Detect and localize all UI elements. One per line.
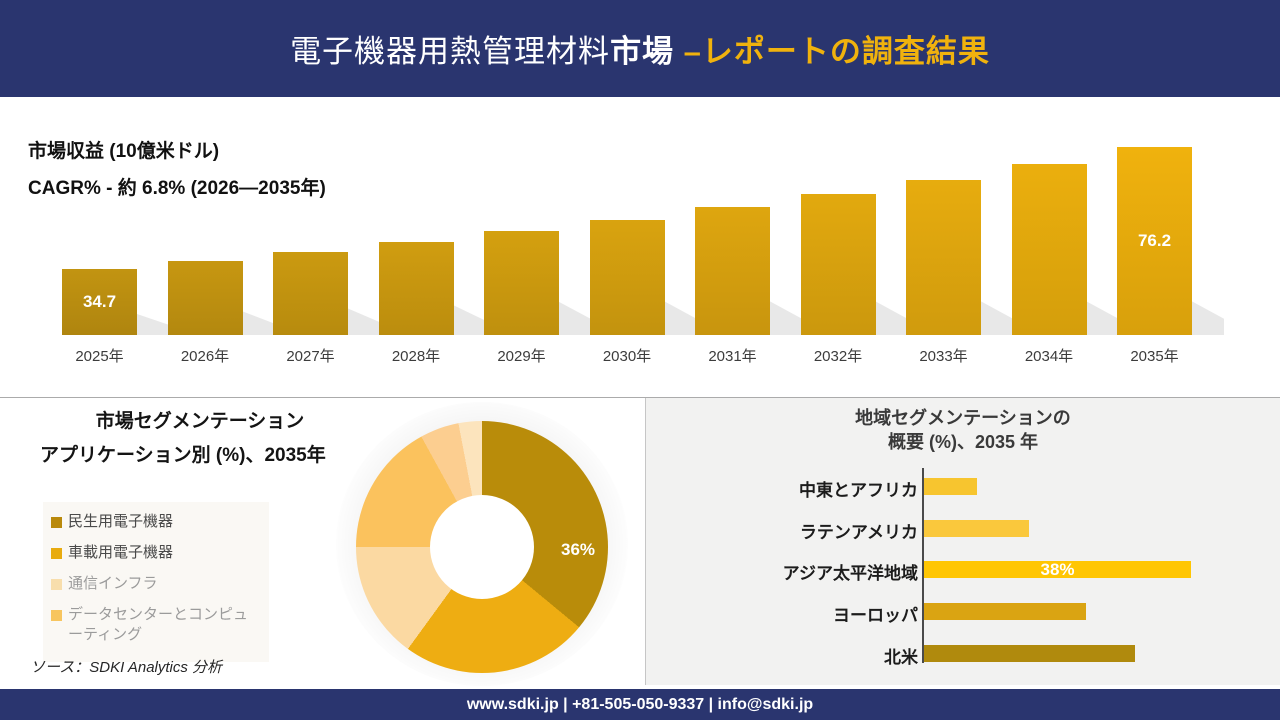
legend-swatch [51,548,62,559]
region-bar-4 [924,645,1135,662]
revenue-bar-2029年 [484,231,559,335]
legend-item: 民生用電子機器 [51,512,261,532]
footer-bar: www.sdki.jp | +81-505-050-9337 | info@sd… [0,689,1280,720]
year-tick-label: 2034年 [1024,348,1074,365]
application-segmentation-panel: 市場セグメンテーション アプリケーション別 (%)、2035年 民生用電子機器車… [0,398,646,686]
revenue-bar-2026年 [167,260,243,335]
bar-shadow [664,301,697,335]
region-bar-2: 38% [924,559,1191,579]
pie-legend: 民生用電子機器 車載用電子機器 通信インフラデータセンターとコンピューティング [43,502,269,662]
revenue-bar-2033年 [906,179,981,335]
donut-hole [430,495,534,599]
legend-item: 通信インフラ [51,574,261,594]
revenue-bar-2032年 [800,194,876,335]
bar-value-label: 76.2 [1137,231,1172,251]
revenue-bar-2034年 [1011,163,1087,335]
revenue-year-axis: 2025年 2026年 2027年 2028年 2029年 2030年 2031年 2032年… [0,345,1280,367]
year-tick-label: 2033年 [919,348,968,365]
bottom-section: 市場セグメンテーション アプリケーション別 (%)、2035年 民生用電子機器車… [0,397,1280,686]
region-label-3: ヨーロッパ [833,606,918,625]
footer-contact-text: www.sdki.jp | +81-505-050-9337 | info@sd… [466,695,814,713]
region-label-1: ラテンアメリカ [799,523,918,542]
year-tick-label: 2029年 [497,348,546,365]
legend-item: データセンターとコンピューティング [51,605,261,645]
year-tick-label: 2032年 [813,348,863,365]
bar-shadow [770,301,802,335]
legend-swatch [51,517,62,528]
bar-shadow [875,301,908,335]
title-market-name: 電子機器用熱管理材料 [290,34,611,69]
year-tick-label: 2027年 [286,348,335,365]
legend-label: 車載用電子機器 [68,544,174,561]
bar-shadow [137,313,169,335]
region-bar-0 [924,478,977,495]
legend-item: 車載用電子機器 [51,543,261,563]
region-label-2: アジア太平洋地域 [782,564,918,583]
report-header: 電子機器用熱管理材料市場 –レポートの調査結果 [0,0,1280,97]
bar-shadow [1086,301,1119,335]
revenue-bar-2025年: 34.7 [62,269,137,335]
legend-label: 通信インフラ [68,575,158,592]
revenue-bar-2028年 [378,241,454,335]
segmentation-subtitle: アプリケーション別 (%)、2035年 [40,445,326,466]
donut-value-label: 36% [560,540,596,559]
page-title: 電子機器用熱管理材料市場 –レポートの調査結果 [290,26,990,71]
region-bar-value-label: 38% [1040,559,1075,579]
regional-title-line2: 概要 (%)、2035 年 [887,432,1039,452]
segmentation-title: 市場セグメンテーション [95,411,305,432]
revenue-bar-2030年 [589,219,665,335]
revenue-bar-2031年 [695,207,770,335]
regional-segmentation-panel: 地域セグメンテーションの 概要 (%)、2035 年 中東とアフリカ ラテンアメリ… [646,398,1280,685]
source-note: ソース：SDKI Analytics 分析 [30,659,223,676]
regional-axis-line [922,468,924,663]
legend-label: データセンターとコンピューティング [68,606,249,643]
year-tick-label: 2030年 [602,348,652,365]
year-tick-label: 2025年 [75,348,124,365]
bar-shadow [1192,301,1224,335]
region-label-4: 北米 [884,648,918,667]
revenue-bar-chart: 34.7 76.2 [0,147,1280,335]
legend-swatch [51,610,62,621]
region-bar-1 [924,520,1030,537]
region-bar-3 [924,603,1086,620]
legend-label: 民生用電子機器 [68,513,174,530]
revenue-bar-2035年: 76.2 [1117,147,1192,335]
title-market-word: 市場 [610,34,675,69]
bar-value-label: 34.7 [82,292,117,312]
legend-swatch [51,579,62,590]
application-donut-chart: 36% [356,421,608,673]
revenue-bar-2027年 [273,251,348,335]
bar-shadow [559,301,591,335]
regional-title-line1: 地域セグメンテーションの [855,408,1071,428]
region-label-0: 中東とアフリカ [799,481,918,500]
bar-shadow [348,308,380,335]
bar-shadow [453,305,486,335]
bar-shadow [981,301,1013,335]
year-tick-label: 2028年 [391,348,441,365]
cagr-label: CAGR% - 約 6.8% (2026―2035年) [28,178,326,199]
bar-shadow [242,311,275,335]
year-tick-label: 2026年 [180,348,230,365]
year-tick-label: 2031年 [708,348,757,365]
title-report-suffix: –レポートの調査結果 [674,34,990,69]
year-tick-label: 2035年 [1130,348,1179,365]
revenue-unit-label: 市場収益 (10億米ドル) [28,141,220,162]
